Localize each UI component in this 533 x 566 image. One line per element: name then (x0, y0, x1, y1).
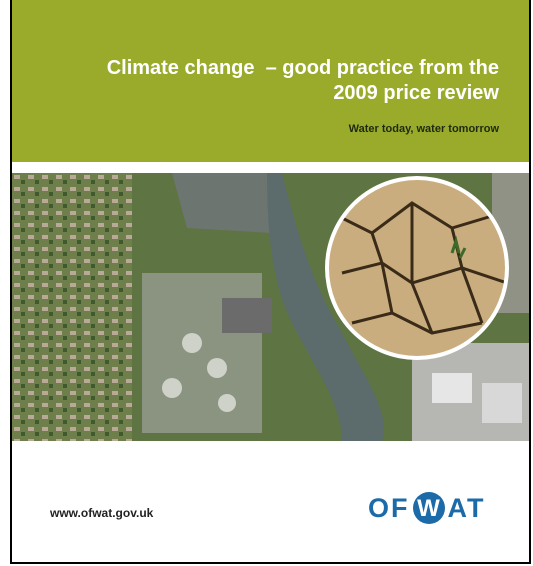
cover-page: Climate change – good practice from the … (0, 0, 533, 566)
page-frame (10, 0, 531, 564)
